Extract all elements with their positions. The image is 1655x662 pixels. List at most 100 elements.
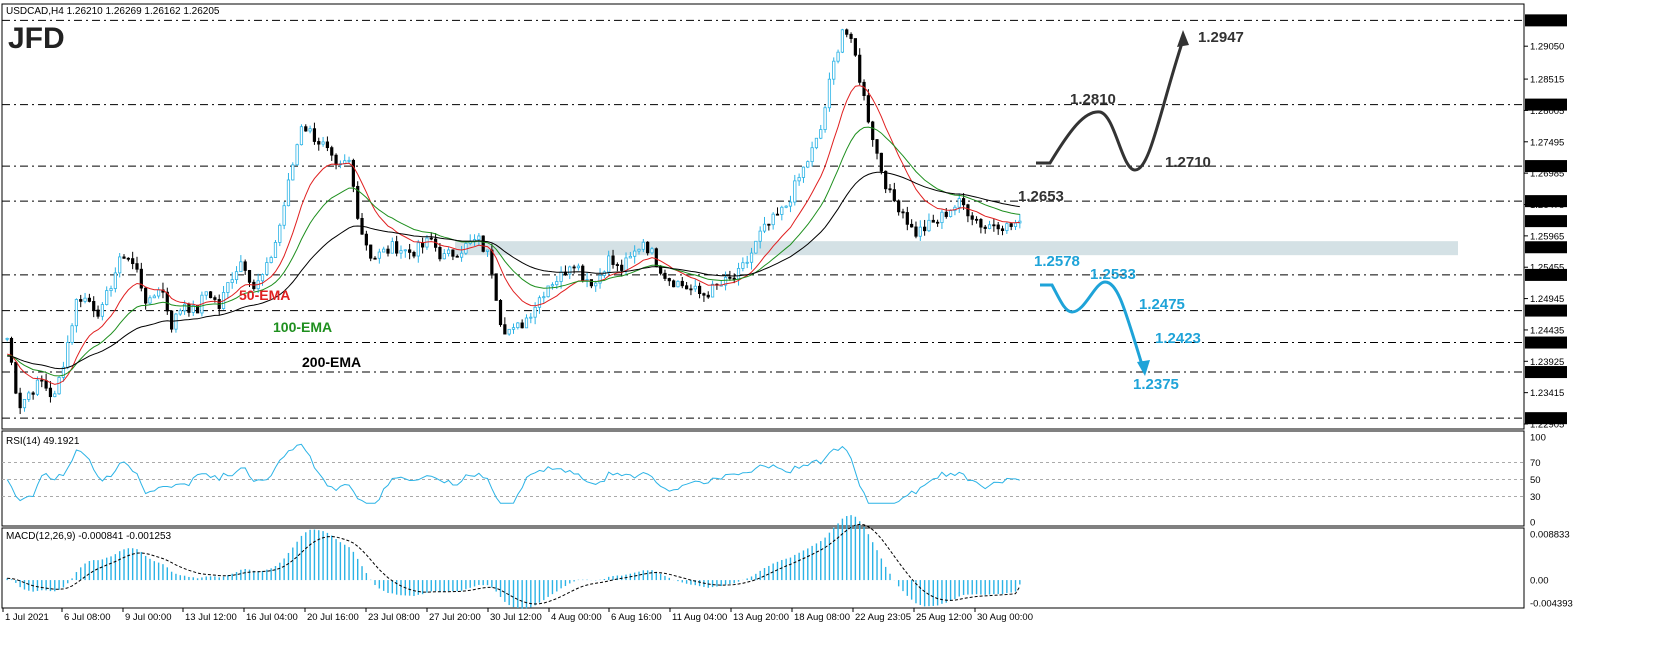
candle-body xyxy=(871,121,875,141)
candle-body xyxy=(572,266,576,269)
candle-body xyxy=(944,211,948,217)
candle-body xyxy=(957,198,961,208)
candle-body xyxy=(706,294,710,298)
candle-body xyxy=(736,267,741,280)
candle-body xyxy=(321,141,325,145)
candle-body xyxy=(901,211,905,214)
candle-body xyxy=(511,327,516,330)
candle-body xyxy=(35,379,40,395)
candle-body xyxy=(948,210,953,217)
candle-body xyxy=(607,255,611,273)
candle-body xyxy=(559,271,563,282)
candle-body xyxy=(641,241,645,250)
candle-body xyxy=(507,328,511,335)
candle-body xyxy=(325,141,330,149)
price-tag: 1.29470 xyxy=(1528,16,1562,27)
candle-body xyxy=(438,246,442,260)
candle-body xyxy=(927,219,931,232)
candle-body xyxy=(680,280,684,287)
price-tag-bg xyxy=(1525,268,1567,281)
candle-body xyxy=(79,299,83,302)
x-tick-label: 18 Aug 08:00 xyxy=(794,612,850,623)
candle-body xyxy=(546,285,550,298)
candle-body xyxy=(131,258,135,265)
candle-body xyxy=(784,205,788,208)
candle-body xyxy=(278,224,282,243)
macd-tick-label: -0.004393 xyxy=(1530,599,1573,610)
candle-body xyxy=(74,299,79,327)
x-tick-label: 1 Jul 2021 xyxy=(5,612,49,623)
price-tick-label: 1.25455 xyxy=(1530,263,1564,274)
candle-body xyxy=(879,152,883,172)
price-tick-label: 1.24435 xyxy=(1530,325,1564,336)
candle-body xyxy=(100,304,104,317)
x-tick-label: 6 Aug 16:00 xyxy=(611,612,662,623)
candle-body xyxy=(40,379,44,382)
candle-body xyxy=(996,224,1000,230)
candle-body xyxy=(1009,223,1013,227)
candle-body xyxy=(875,139,879,154)
candle-body xyxy=(317,141,321,145)
candle-body xyxy=(118,256,122,274)
rsi-line xyxy=(6,443,1020,504)
label-1.2533: 1.2533 xyxy=(1090,266,1136,283)
candle-body xyxy=(243,261,247,271)
label-1.2947: 1.2947 xyxy=(1198,29,1244,46)
x-tick-label: 27 Jul 20:00 xyxy=(429,612,481,623)
label-1.2578: 1.2578 xyxy=(1034,253,1080,270)
candle-body xyxy=(550,284,555,287)
price-tag: 1.27100 xyxy=(1528,162,1562,173)
candle-body xyxy=(481,235,485,252)
candle-body xyxy=(31,392,35,395)
candle-body xyxy=(862,81,866,96)
candle-body xyxy=(442,253,446,260)
candle-body xyxy=(295,144,299,166)
x-tick-label: 13 Jul 12:00 xyxy=(185,612,237,623)
candle-body xyxy=(364,233,368,246)
candle-body xyxy=(914,226,918,237)
candle-body xyxy=(897,200,901,213)
candle-body xyxy=(96,309,100,317)
candle-body xyxy=(1005,223,1009,232)
x-tick-label: 20 Jul 16:00 xyxy=(307,612,359,623)
candle-body xyxy=(650,248,654,254)
ema50-line xyxy=(7,85,1020,385)
candle-body xyxy=(459,252,464,258)
candle-body xyxy=(555,281,559,286)
candle-body xyxy=(477,235,481,240)
candle-body xyxy=(646,241,650,254)
candle-body xyxy=(48,387,53,398)
candle-body xyxy=(416,242,420,257)
candle-body xyxy=(568,266,572,275)
candle-body xyxy=(66,342,70,368)
price-layer xyxy=(2,19,1524,419)
candle-body xyxy=(53,393,57,398)
candle-body xyxy=(165,291,169,312)
candle-body xyxy=(503,324,507,335)
macd-tick-label: 0.00 xyxy=(1530,576,1549,587)
price-tag: 1.25780 xyxy=(1528,243,1562,254)
price-tick-label: 1.28005 xyxy=(1530,106,1564,117)
candle-body xyxy=(429,237,433,240)
label-1.2475: 1.2475 xyxy=(1139,296,1185,313)
candle-body xyxy=(966,204,970,217)
macd-tick-label: 0.008833 xyxy=(1530,530,1570,541)
candle-body xyxy=(840,29,845,53)
candle-body xyxy=(775,213,780,216)
jfd-logo: JFD xyxy=(8,22,65,55)
candle-body xyxy=(884,170,888,190)
candle-body xyxy=(987,224,992,229)
x-tick-label: 30 Jul 12:00 xyxy=(490,612,542,623)
candle-body xyxy=(723,276,728,286)
price-panel-frame xyxy=(1,3,1525,430)
candle-body xyxy=(732,277,736,280)
candle-body xyxy=(615,264,619,266)
candle-body xyxy=(853,38,857,56)
rsi-header: RSI(14) 49.1921 xyxy=(6,436,80,447)
price-tick-label: 1.27495 xyxy=(1530,137,1564,148)
candle-body xyxy=(516,322,520,329)
label-1.2423: 1.2423 xyxy=(1155,330,1201,347)
candle-body xyxy=(421,242,425,248)
candle-body xyxy=(61,366,66,378)
price-tag-bg xyxy=(1525,241,1567,254)
